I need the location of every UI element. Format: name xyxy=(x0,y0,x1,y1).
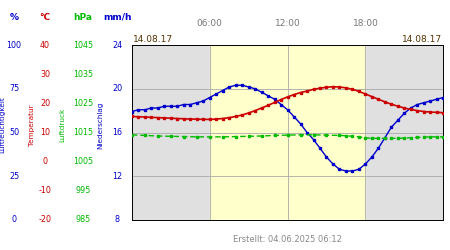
Text: 1005: 1005 xyxy=(73,157,93,166)
Text: 14.08.17: 14.08.17 xyxy=(133,35,173,44)
Text: Luftfeuchtigkeit: Luftfeuchtigkeit xyxy=(0,96,5,153)
Bar xyxy=(210,45,365,220)
Text: 100: 100 xyxy=(6,40,22,50)
Text: 14.08.17: 14.08.17 xyxy=(402,35,442,44)
Text: 50: 50 xyxy=(9,128,19,137)
Text: 1015: 1015 xyxy=(73,128,93,137)
Text: %: % xyxy=(9,13,18,22)
Text: hPa: hPa xyxy=(73,13,93,22)
Text: 0: 0 xyxy=(42,157,48,166)
Text: 10: 10 xyxy=(40,128,50,137)
Text: Temperatur: Temperatur xyxy=(29,104,35,146)
Text: 1035: 1035 xyxy=(73,70,93,79)
Text: 24: 24 xyxy=(112,40,122,50)
Text: 30: 30 xyxy=(40,70,50,79)
Text: 40: 40 xyxy=(40,40,50,50)
Text: Niederschlag: Niederschlag xyxy=(97,101,103,149)
Text: 1025: 1025 xyxy=(73,99,93,108)
Text: 995: 995 xyxy=(75,186,91,195)
Text: 75: 75 xyxy=(9,84,19,93)
Text: 1045: 1045 xyxy=(73,40,93,50)
Text: °C: °C xyxy=(40,13,50,22)
Text: -20: -20 xyxy=(39,216,51,224)
Text: 8: 8 xyxy=(114,216,120,224)
Text: 12: 12 xyxy=(112,172,122,181)
Text: mm/h: mm/h xyxy=(103,13,131,22)
Text: 12:00: 12:00 xyxy=(274,18,301,28)
Text: 0: 0 xyxy=(12,216,17,224)
Text: 20: 20 xyxy=(112,84,122,93)
Text: 18:00: 18:00 xyxy=(352,18,378,28)
Text: Luftdruck: Luftdruck xyxy=(59,108,65,142)
Text: 06:00: 06:00 xyxy=(197,18,223,28)
Text: 985: 985 xyxy=(76,216,90,224)
Text: 16: 16 xyxy=(112,128,122,137)
Text: 20: 20 xyxy=(40,99,50,108)
Text: Erstellt: 04.06.2025 06:12: Erstellt: 04.06.2025 06:12 xyxy=(233,235,342,244)
Text: 25: 25 xyxy=(9,172,19,181)
Text: -10: -10 xyxy=(39,186,51,195)
